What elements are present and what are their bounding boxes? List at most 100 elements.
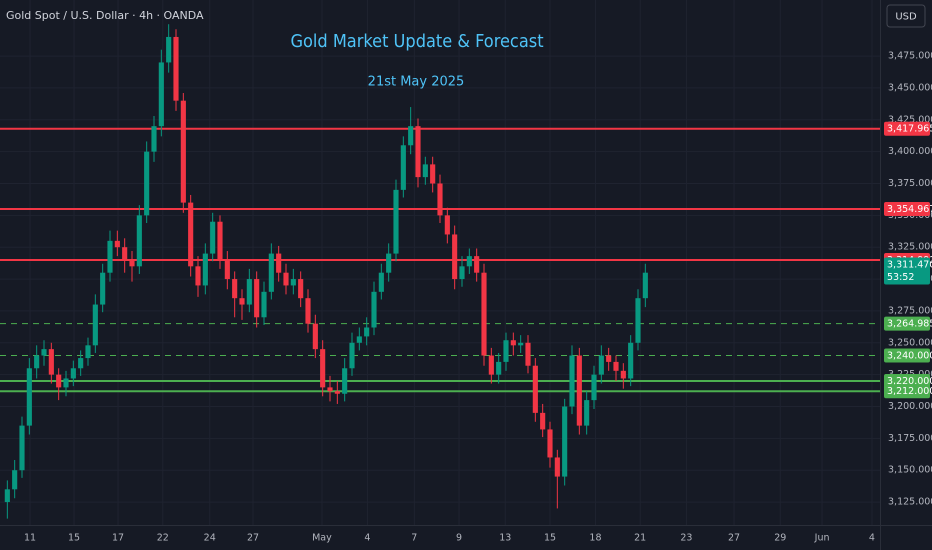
- candle-body: [327, 387, 333, 392]
- level-tag: [884, 348, 930, 363]
- y-tick-label: 3,400.000: [888, 146, 932, 157]
- y-tick-label: 3,450.000: [888, 82, 932, 93]
- candle-body: [430, 164, 436, 184]
- candle-body: [136, 215, 142, 267]
- candle-body: [173, 36, 179, 101]
- candle-body: [232, 279, 238, 299]
- candle-body: [562, 406, 568, 477]
- candle-body: [628, 342, 634, 379]
- x-tick-label: 15: [68, 533, 80, 544]
- candle-body: [496, 361, 502, 375]
- candle-body: [466, 256, 472, 267]
- chart-title: Gold Market Update & Forecast: [290, 31, 543, 52]
- candle-body: [276, 253, 282, 273]
- x-tick-label: 7: [411, 533, 417, 544]
- candle-body: [320, 349, 326, 388]
- candle-body: [290, 279, 296, 286]
- candle-body: [217, 221, 223, 260]
- level-tag-label: 3,220.000: [887, 376, 932, 387]
- candle-body: [56, 374, 62, 388]
- y-tick-label: 3,175.000: [888, 433, 932, 444]
- candle-body: [576, 355, 582, 426]
- level-tag: [884, 202, 930, 217]
- candle-body: [268, 253, 274, 292]
- x-tick-label: 27: [728, 533, 740, 544]
- candle-body: [195, 266, 201, 286]
- x-tick-label: 13: [499, 533, 511, 544]
- candle-body: [92, 304, 98, 346]
- candle-body: [554, 457, 560, 477]
- candle-body: [180, 100, 186, 203]
- candle-body: [518, 342, 524, 346]
- symbol-header: Gold Spot / U.S. Dollar · 4h · OANDA: [6, 9, 204, 22]
- x-tick-label: 29: [774, 533, 786, 544]
- candle-body: [246, 279, 252, 305]
- candle-body: [393, 189, 399, 254]
- y-tick-label: 3,250.000: [888, 337, 932, 348]
- x-tick-label: 4: [364, 533, 370, 544]
- candle-body: [78, 358, 84, 369]
- candle-body: [613, 361, 619, 371]
- candle-body: [144, 151, 150, 216]
- x-tick-label: 24: [204, 533, 216, 544]
- candle-body: [532, 365, 538, 413]
- x-tick-label: May: [312, 533, 332, 544]
- candle-body: [122, 247, 128, 260]
- candle-body: [606, 355, 612, 362]
- candle-body: [48, 349, 54, 375]
- currency-button-label[interactable]: USD: [895, 12, 917, 23]
- candle-body: [591, 374, 597, 401]
- x-tick-label: 15: [544, 533, 556, 544]
- x-tick-label: 11: [24, 533, 36, 544]
- candle-body: [635, 298, 641, 343]
- candle-body: [26, 368, 32, 426]
- x-tick-label: 23: [680, 533, 692, 544]
- candle-body: [4, 489, 10, 503]
- candle-body: [19, 425, 25, 471]
- candle-body: [540, 412, 546, 430]
- candle-body: [364, 327, 370, 337]
- y-tick-label: 3,375.000: [888, 178, 932, 189]
- y-tick-label: 3,475.000: [888, 51, 932, 62]
- candle-body: [70, 368, 76, 379]
- y-tick-label: 3,200.000: [888, 401, 932, 412]
- candle-body: [503, 340, 509, 362]
- candle-body: [584, 400, 590, 426]
- candle-body: [510, 340, 516, 346]
- candle-body: [642, 272, 648, 299]
- candle-body: [100, 272, 106, 305]
- candle-body: [459, 266, 465, 280]
- candle-body: [166, 36, 172, 63]
- price-tags: 3,417.9653,354.9673,314.9913,264.9853,24…: [884, 121, 932, 399]
- candle-body: [349, 342, 355, 369]
- candle-body: [107, 240, 113, 273]
- candle-body: [210, 221, 216, 254]
- candle-body: [129, 259, 135, 267]
- candle-body: [371, 291, 377, 328]
- candle-body: [378, 272, 384, 292]
- candle-body: [422, 164, 428, 178]
- x-tick-label: 21: [634, 533, 646, 544]
- candle-body: [63, 378, 69, 388]
- x-tick-label: 22: [157, 533, 169, 544]
- x-tick-label: 27: [247, 533, 259, 544]
- candle-body: [151, 126, 157, 152]
- last-price-tag: [884, 257, 930, 285]
- x-tick-label: 18: [589, 533, 601, 544]
- candle-body: [481, 272, 487, 356]
- candle-body: [188, 202, 194, 267]
- candle-body: [474, 256, 480, 273]
- candle-body: [452, 234, 458, 280]
- candle-body: [408, 126, 414, 146]
- candle-body: [202, 253, 208, 286]
- level-tag: [884, 384, 930, 399]
- x-tick-label: 17: [112, 533, 124, 544]
- candle-body: [356, 336, 362, 343]
- candle-body: [386, 253, 392, 273]
- currency-button[interactable]: [886, 4, 926, 28]
- candle-body: [114, 240, 120, 248]
- candle-body: [312, 323, 318, 350]
